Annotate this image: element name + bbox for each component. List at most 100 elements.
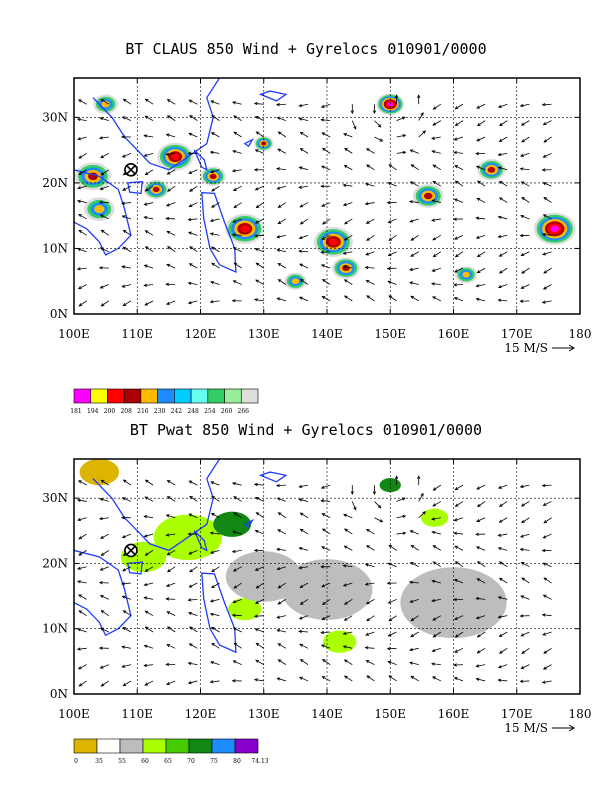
wind-arrow [166,550,176,556]
wind-arrow [475,677,486,682]
coastline-island [201,572,237,654]
wind-arrow [99,247,109,253]
shaded-feature [213,511,252,537]
y-tick-label: 30N [42,491,68,505]
wind-arrow [98,136,109,140]
wind-arrow [541,168,552,172]
wind-arrow [76,199,87,203]
wind-arrow [99,214,109,220]
wind-arrow [321,528,331,535]
wind-arrow [454,165,464,171]
wind-arrow [209,169,220,174]
wind-arrow [475,216,486,220]
colorbar-swatch [123,388,142,404]
wind-arrow [231,613,242,617]
wind-arrow [409,267,419,272]
wind-arrow [275,102,286,107]
wind-arrow [121,664,132,668]
wind-arrow [454,180,464,187]
wind-arrow [432,615,442,621]
wind-arrow [519,167,530,171]
wind-arrow [144,680,154,686]
wind-arrow [232,149,242,154]
wind-arrow [78,610,87,617]
wind-arrow [144,626,154,633]
wind-arrow [78,680,87,687]
wind-arrow [410,615,419,622]
wind-arrow [321,132,331,138]
wind-arrow [364,265,375,270]
wind-arrow [277,643,287,649]
wind-arrow [189,495,198,502]
wind-arrow [299,659,309,665]
wind-arrow [188,202,198,208]
wind-arrow [233,582,242,589]
colorbar-swatch [73,738,98,754]
wind-arrow [233,262,242,269]
wind-arrow [298,566,309,570]
wind-arrow [98,516,109,521]
wind-arrow [498,120,508,127]
chart-panel-1: 100E 110E 120E 130E 140E 150E 160E 170E 180 0N 10N… [42,77,591,415]
x-tick-label: 160E [438,327,470,341]
wind-arrow [519,614,530,618]
wind-arrow [454,545,464,551]
wind-arrow [365,280,375,285]
wind-arrow [254,628,264,633]
wind-arrow [277,529,287,535]
wind-arrow [188,99,198,105]
wind-arrow [520,562,530,568]
wind-arrow [374,120,382,128]
wind-arrow [298,484,309,489]
y-tick-label: 10N [42,622,68,636]
wind-arrow [298,234,309,240]
wind-arrow [521,267,530,274]
wind-arrow [298,615,309,620]
wind-arrow [166,496,176,502]
wind-arrow [210,132,220,138]
wind-arrow [277,148,287,154]
wind-arrow [432,251,442,258]
wind-arrow [497,298,508,302]
wind-arrow [521,136,530,143]
wind-arrow [342,645,353,649]
wind-arrow [143,533,154,538]
wind-arrow [299,131,309,138]
colorbar-label: 248 [187,408,199,415]
wind-arrow [100,550,110,556]
axis-ticks [73,459,581,695]
wind-arrow [519,679,530,683]
wind-arrow [188,582,198,588]
wind-arrow [122,627,132,633]
y-tick-label: 20N [42,556,68,570]
wind-arrow [520,284,530,289]
wind-arrow [364,582,375,586]
wind-arrow [543,267,552,274]
wind-arrow [144,479,154,486]
wind-arrow [143,663,154,668]
x-tick-label: 180 [569,707,592,721]
wind-arrow [187,611,198,617]
wind-arrow [386,266,397,271]
wind-arrow [343,513,353,519]
wind-arrow [475,165,486,171]
wind-arrow [498,501,508,507]
gridlines [74,459,580,694]
wind-arrow [299,263,309,269]
wind-arrow [410,295,419,302]
wind-arrow [476,120,486,127]
wind-arrow [187,217,198,222]
wind-arrow [542,251,552,256]
wind-arrow [253,168,264,172]
wind-arrow [342,564,353,568]
wind-arrow [276,297,287,302]
coastline-island [258,471,288,483]
wind-arrow [543,136,552,143]
wind-arrow [98,646,109,650]
wind-arrow [144,496,154,502]
wind-arrow [188,132,198,138]
x-tick-label: 120E [185,327,217,341]
wind-arrow [187,300,198,305]
wind-arrow [78,229,87,236]
colorbar: 0 35 55 60 65 70 75 80 74.13 [73,738,269,765]
